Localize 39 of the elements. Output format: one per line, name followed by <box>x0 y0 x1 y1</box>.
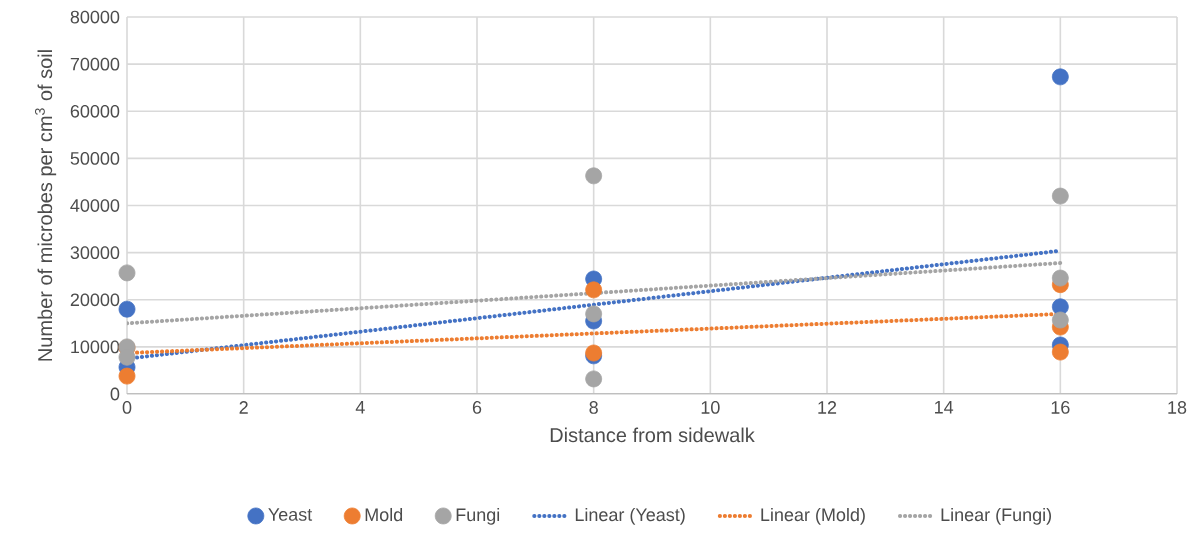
point <box>118 264 136 282</box>
y-tick-label: 80000 <box>70 10 120 24</box>
legend-label: Mold <box>365 507 403 522</box>
x-tick-label: 12 <box>818 401 837 414</box>
y-tick-label: 20000 <box>70 293 120 307</box>
legend-label: Fungi <box>456 507 500 525</box>
point <box>585 281 603 299</box>
y-tick-label: 60000 <box>70 104 120 118</box>
x-tick-label: 14 <box>935 401 954 414</box>
x-axis-title: Distance from sidewalk <box>550 427 755 443</box>
point <box>1051 311 1069 329</box>
y-tick-label: 50000 <box>70 152 120 165</box>
y-axis-title: Number of microbes per cm$^{3}$ of soil <box>34 50 57 361</box>
y-tick-label: 40000 <box>70 199 120 212</box>
legend-label: Linear (Mold) <box>761 507 865 525</box>
point <box>1051 187 1069 205</box>
x-tick-label: 2 <box>239 401 248 414</box>
y-tick-label: 10000 <box>71 340 120 354</box>
point <box>1051 269 1069 287</box>
y-tick-label: 0 <box>110 387 120 401</box>
legend-label: Yeast <box>268 508 313 521</box>
point <box>585 167 603 185</box>
point <box>1051 68 1069 86</box>
x-tick-label: 6 <box>472 401 482 414</box>
y-tick-label: 70000 <box>70 57 120 71</box>
x-tick-label: 8 <box>589 401 598 414</box>
x-tick-label: 4 <box>355 401 365 414</box>
x-tick-label: 16 <box>1051 401 1070 414</box>
point <box>585 370 603 388</box>
point <box>118 300 136 318</box>
x-tick-label: 0 <box>122 401 132 414</box>
legend-label: Linear (Fungi) <box>941 507 1052 525</box>
x-tick-label: 10 <box>701 401 720 414</box>
legend-label: Linear (Yeast) <box>575 507 685 525</box>
point <box>1051 343 1069 361</box>
point <box>118 367 136 385</box>
x-tick-label: 18 <box>1168 401 1187 414</box>
point <box>585 305 603 323</box>
y-tick-label: 30000 <box>70 246 120 260</box>
